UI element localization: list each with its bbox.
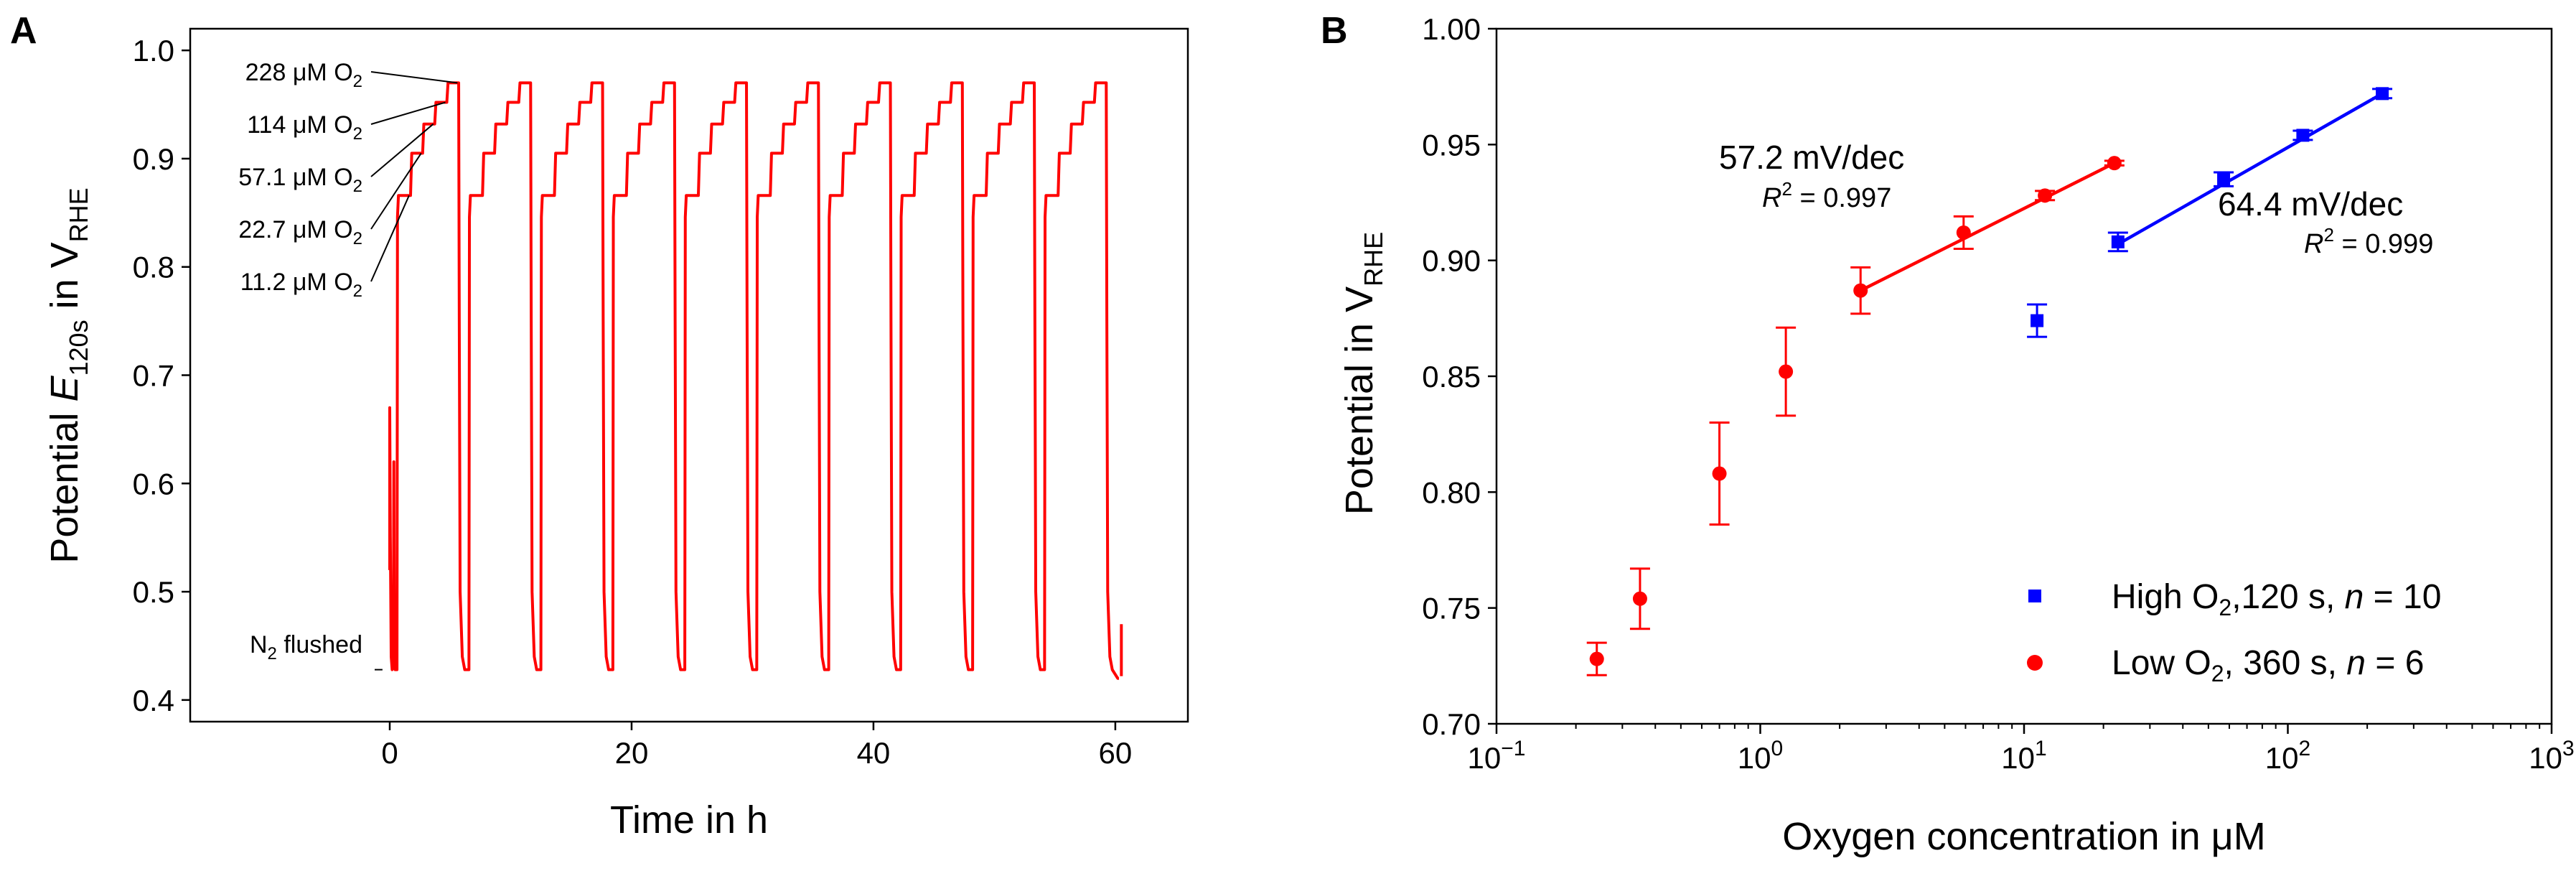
data-point-high-o2 — [2296, 129, 2310, 142]
data-point-low-o2 — [1853, 283, 1868, 298]
fit-line — [1860, 162, 2115, 292]
panel-a-axes-frame — [189, 27, 1189, 723]
b-xtick-label: 103 — [2529, 737, 2574, 775]
fit-high-slope-label: 64.4 mV/dec — [2218, 185, 2403, 223]
o2-annotation-leader — [370, 71, 458, 84]
a-xtick-label: 60 — [1099, 736, 1133, 770]
legend-marker-high — [2028, 590, 2041, 602]
panel-b-xlabel: Oxygen concentration in μM — [1782, 815, 2265, 858]
a-ytick-label: 0.9 — [133, 142, 174, 176]
data-point-low-o2 — [1712, 466, 1727, 481]
data-point-high-o2 — [2217, 172, 2231, 186]
data-point-low-o2 — [1779, 364, 1794, 379]
fit-low-slope-label: 57.2 mV/dec — [1719, 139, 1904, 176]
a-ytick-label: 0.7 — [133, 359, 174, 393]
a-ytick-label: 0.5 — [133, 575, 174, 609]
panel-a: A 0 20 40 60 0.4 0.5 0.6 0.7 0.8 0.9 1.0 228 μM O2… — [10, 10, 1189, 842]
panel-a-xlabel: Time in h — [610, 798, 768, 842]
panel-a-ticks: 0 20 40 60 0.4 0.5 0.6 0.7 0.8 0.9 1.0 — [133, 34, 1133, 770]
b-ytick-label: 0.75 — [1422, 592, 1481, 625]
a-xtick-label: 40 — [857, 736, 891, 770]
b-xtick-label: 102 — [2265, 737, 2310, 775]
o2-annotation-label: 57.1 μM O2 — [238, 164, 362, 196]
a-xtick-label: 0 — [381, 736, 398, 770]
legend-marker-low — [2027, 655, 2043, 671]
b-ytick-label: 0.70 — [1422, 707, 1481, 741]
data-point-high-o2 — [2111, 235, 2125, 248]
o2-annotation-label: 228 μM O2 — [245, 59, 362, 91]
a-xtick-label: 20 — [615, 736, 649, 770]
potential-trace — [388, 81, 1120, 680]
b-ytick-label: 0.80 — [1422, 475, 1481, 509]
b-xtick-label: 10−1 — [1468, 737, 1526, 775]
legend-label-low: Low O2, 360 s, n = 6 — [2112, 644, 2424, 686]
panel-b-ticks: 10−1 100 101 102 103 0.70 0.75 0.80 0.85 0.90 0.95… — [1422, 12, 2574, 775]
data-point-low-o2 — [2107, 156, 2122, 171]
data-point-high-o2 — [2376, 87, 2389, 101]
b-ytick-label: 0.95 — [1422, 128, 1481, 162]
b-ytick-label: 1.00 — [1422, 12, 1481, 46]
n2-flushed-label: N2 flushed — [250, 631, 362, 663]
o2-annotation-label: 11.2 μM O2 — [240, 269, 362, 301]
a-ytick-label: 0.4 — [133, 684, 174, 717]
b-xtick-label: 100 — [1738, 737, 1783, 775]
o2-annotation-label: 22.7 μM O2 — [238, 216, 362, 248]
data-point-low-o2 — [1632, 591, 1647, 606]
a-ytick-label: 1.0 — [133, 34, 174, 67]
data-point-low-o2 — [2038, 188, 2053, 203]
o2-annotation-leader — [370, 195, 410, 282]
panel-b-label: B — [1321, 10, 1348, 52]
b-ytick-label: 0.90 — [1422, 244, 1481, 278]
o2-annotation-label: 114 μM O2 — [247, 111, 362, 144]
data-point-low-o2 — [1956, 225, 1971, 240]
fit-line — [2117, 92, 2384, 246]
panel-b-ylabel: Potential in VRHE — [1338, 232, 1388, 515]
data-point-low-o2 — [1589, 651, 1604, 666]
data-point-high-o2 — [2031, 314, 2044, 327]
panel-b-axes-frame — [1495, 27, 2553, 725]
fit-low-r2-label: R2 = 0.997 — [1762, 178, 1891, 213]
fit-high-r2-label: R2 = 0.999 — [2304, 224, 2433, 259]
o2-annotation-leader — [370, 152, 422, 230]
panel-b: B 10−1 100 101 102 103 0.70 0.75 0.80 0.85 0.90 0.… — [1321, 10, 2575, 858]
panel-a-trace-group — [388, 81, 1123, 680]
panel-a-ylabel: Potential E120s in VRHE — [43, 187, 93, 563]
o2-annotation-leader — [370, 123, 434, 177]
legend-label-high: High O2,120 s, n = 10 — [2112, 578, 2441, 620]
b-ytick-label: 0.85 — [1422, 360, 1481, 393]
panel-a-label: A — [10, 10, 37, 52]
b-xtick-label: 101 — [2001, 737, 2046, 775]
panel-a-annotations: 228 μM O2 114 μM O2 57.1 μM O2 22.7 μM O2 11… — [238, 59, 458, 671]
a-ytick-label: 0.8 — [133, 251, 174, 284]
o2-annotation-leader — [370, 101, 446, 125]
a-ytick-label: 0.6 — [133, 467, 174, 500]
panel-b-data-points — [1586, 87, 2393, 676]
panel-b-fit-lines — [1860, 92, 2384, 292]
legend: High O2,120 s, n = 10 Low O2, 360 s, n =… — [2027, 578, 2441, 686]
